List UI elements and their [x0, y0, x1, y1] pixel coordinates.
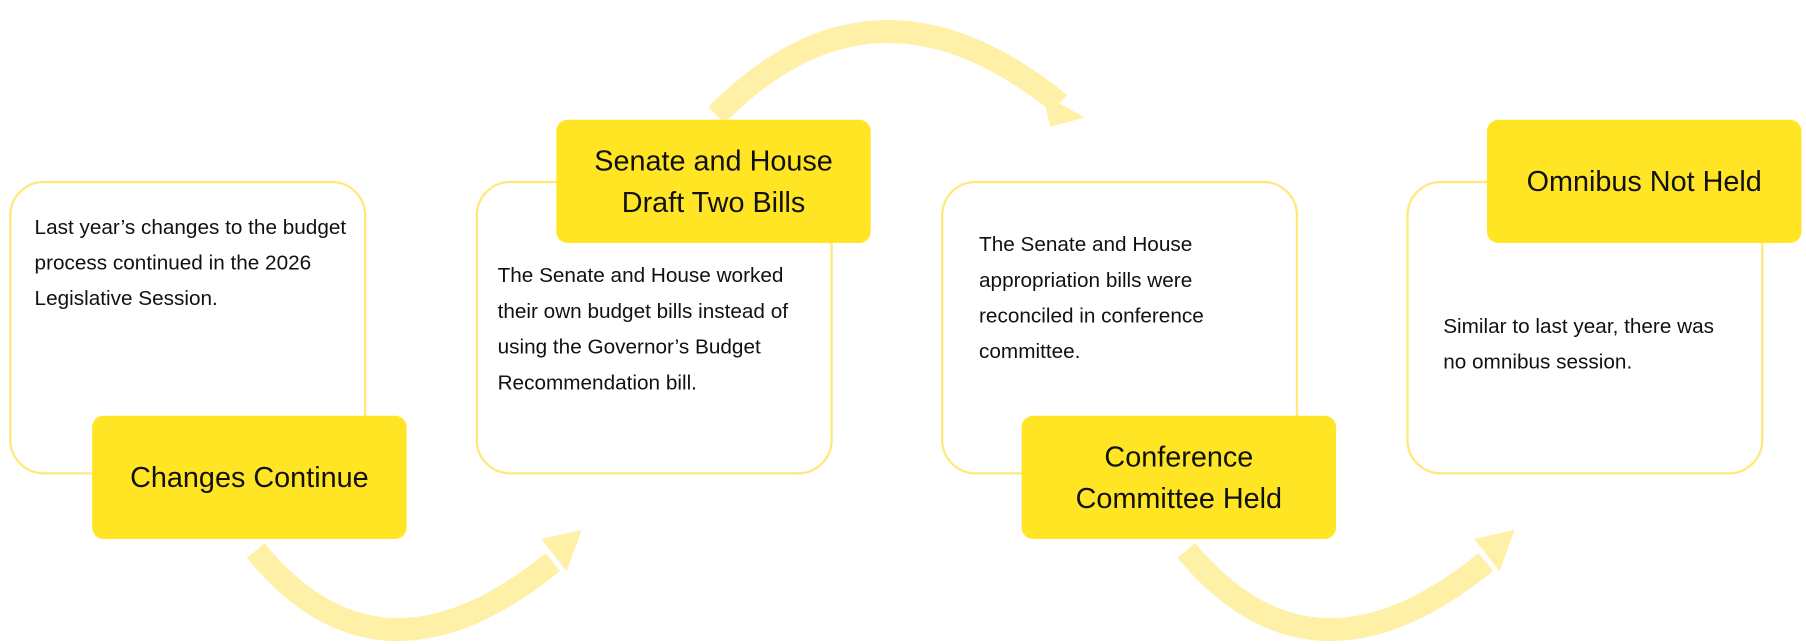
step-title: Senate and House Draft Two Bills: [556, 119, 871, 244]
step-title: Changes Continue: [92, 415, 407, 540]
step-text: The Senate and House worked their own bu…: [497, 263, 789, 394]
step-text: The Senate and House appropriation bills…: [979, 232, 1204, 363]
step-title: Conference Committee Held: [1021, 415, 1337, 540]
step-title: Omnibus Not Held: [1486, 119, 1802, 244]
arc-arrow: [708, 20, 1067, 124]
arrow-head: [541, 529, 582, 572]
arrow-head: [1474, 529, 1515, 572]
step-text: Similar to last year, there was no omnib…: [1443, 314, 1714, 374]
arc-arrow: [1177, 543, 1494, 641]
arc-arrow: [246, 543, 561, 641]
step-text: Last year’s changes to the budget proces…: [34, 215, 347, 310]
arrow-head: [1042, 94, 1085, 127]
